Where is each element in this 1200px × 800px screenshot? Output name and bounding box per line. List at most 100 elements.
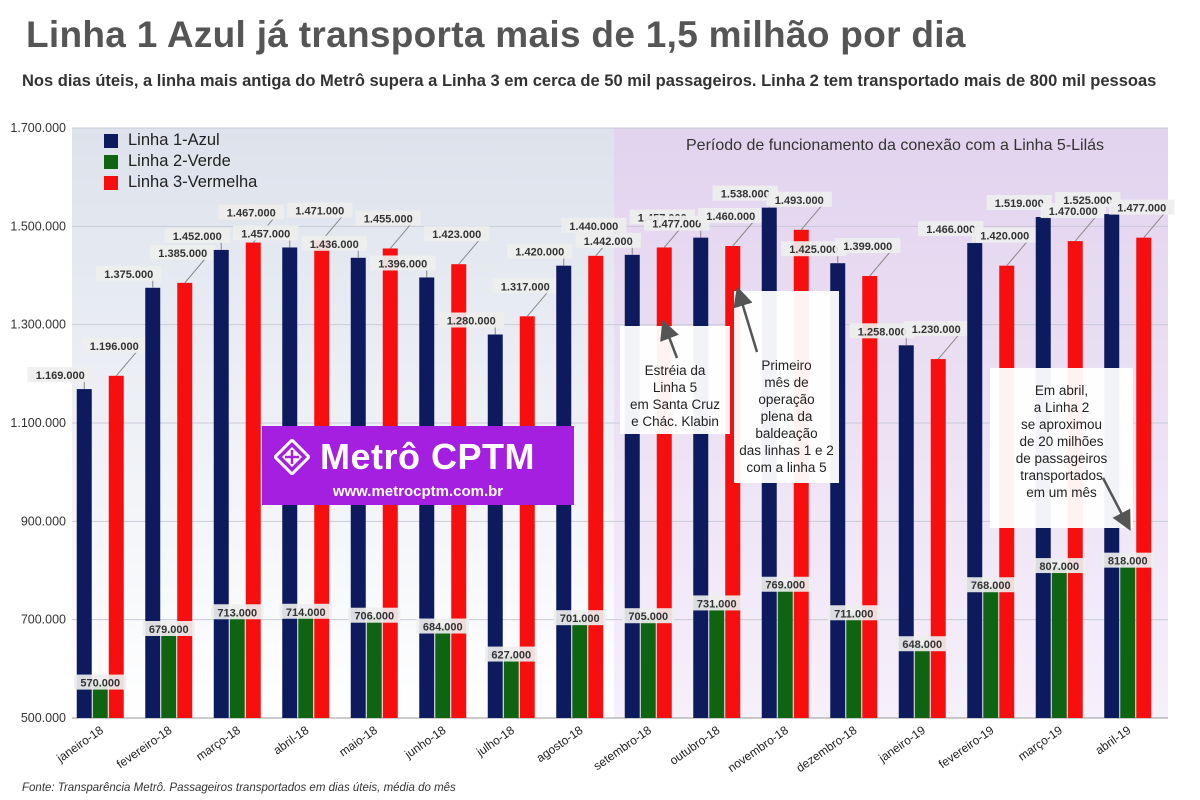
data-label-linha1: 1.425.000 [789, 244, 838, 256]
data-label-linha1-bg [849, 323, 915, 339]
data-label-linha2: 648.000 [902, 639, 942, 651]
data-label-linha1: 1.420.000 [515, 247, 564, 259]
data-label-linha2-bg [348, 607, 401, 623]
logo-name: Metrô CPTM [320, 436, 535, 477]
legend-item-linha2: Linha 2-Verde [104, 151, 257, 172]
data-label-linha1-bg [575, 232, 641, 248]
data-label-linha2: 706.000 [354, 611, 394, 623]
data-label-linha2-bg [1101, 552, 1154, 568]
leader-line [1074, 214, 1098, 242]
bar-linha2 [777, 585, 793, 718]
x-tick-label: agosto-18 [534, 723, 586, 765]
legend-item-linha1: Linha 1-Azul [104, 130, 257, 151]
data-label-linha2-bg [279, 603, 332, 619]
bar-linha2 [366, 616, 382, 718]
data-label-linha1: 1.457.000 [241, 228, 290, 240]
x-tick-label: dezembro-18 [794, 723, 860, 775]
callout-line: plena da [760, 409, 813, 424]
callout-abril: Em abril, a Linha 2 se aproximou de 20 m… [990, 368, 1133, 528]
bar-linha2 [572, 619, 588, 718]
chart-subtitle: Nos dias úteis, a linha mais antiga do M… [22, 72, 1157, 90]
x-tick-label: fevereiro-18 [114, 723, 175, 771]
data-label-linha1: 1.519.000 [995, 198, 1044, 210]
bar-linha2 [161, 629, 177, 718]
bar-linha2 [298, 612, 314, 718]
data-label-linha2-bg [622, 608, 675, 624]
y-tick-label: 1.500.000 [10, 219, 66, 233]
data-label-linha3: 1.440.000 [569, 221, 618, 233]
callout-line: baldeação [755, 426, 818, 441]
data-label-linha2: 713.000 [217, 607, 257, 619]
callout-line: Primeiro [761, 358, 812, 373]
data-label-linha1: 1.258.000 [858, 326, 907, 338]
data-label-linha2-bg [1033, 558, 1086, 574]
data-label-linha3: 1.196.000 [90, 341, 139, 353]
x-tick-label: setembro-18 [591, 723, 654, 773]
leader-line [389, 222, 413, 249]
data-label-linha3-bg [561, 217, 627, 233]
data-label-linha2: 570.000 [80, 678, 120, 690]
leader-line [458, 237, 482, 265]
data-label-linha2-bg [553, 610, 606, 626]
data-label-linha3-bg [1109, 199, 1175, 215]
bar-linha1 [898, 345, 914, 718]
data-label-linha3: 1.399.000 [843, 241, 892, 253]
y-tick-label: 900.000 [21, 514, 66, 528]
callout-line: operação [758, 392, 815, 407]
legend-item-linha3: Linha 3-Vermelha [104, 172, 257, 193]
data-label-linha1-bg [986, 194, 1052, 210]
data-label-linha1: 1.525.000 [1063, 195, 1112, 207]
data-label-linha2: 769.000 [765, 580, 805, 592]
bar-linha2 [709, 604, 725, 718]
data-label-linha1-bg [644, 215, 710, 231]
data-label-linha2: 684.000 [423, 622, 463, 634]
data-label-linha3-bg [492, 278, 558, 294]
legend-label-linha1: Linha 1-Azul [128, 131, 220, 149]
leader-line [800, 203, 824, 231]
data-label-linha3: 1.317.000 [501, 281, 550, 293]
data-label-linha2-bg [74, 674, 127, 690]
leader-line [1143, 211, 1167, 238]
data-label-linha3-bg [835, 237, 901, 253]
callout-line: de passageiros [1015, 451, 1108, 466]
callout-line: transportados [1020, 468, 1103, 483]
data-label-linha3-bg [218, 204, 284, 220]
bar-linha1 [76, 389, 92, 718]
legend-label-linha2: Linha 2-Verde [128, 152, 231, 170]
data-label-linha3: 1.471.000 [295, 206, 344, 218]
data-label-linha2: 701.000 [560, 613, 600, 625]
bar-linha2 [503, 655, 519, 718]
data-label-linha2-bg [485, 646, 538, 662]
data-label-linha1: 1.169.000 [36, 370, 85, 382]
data-label-linha3: 1.470.000 [1049, 206, 1098, 218]
callout-line: com a linha 5 [746, 460, 827, 475]
data-label-linha1-bg [781, 241, 847, 257]
chart-title: Linha 1 Azul já transporta mais de 1,5 m… [26, 14, 966, 55]
x-tick-label: abril-18 [271, 723, 312, 758]
leader-line [1006, 239, 1030, 266]
data-label-linha2-bg [759, 576, 812, 592]
x-tick-label: janeiro-18 [53, 723, 106, 766]
y-tick-label: 700.000 [21, 613, 66, 627]
data-label-linha1-bg [233, 225, 299, 241]
data-label-linha3-bg [903, 321, 969, 337]
x-tick-label: novembro-18 [725, 723, 791, 775]
bar-linha3 [245, 242, 261, 718]
bar-linha3 [588, 255, 604, 719]
bar-linha1 [693, 237, 709, 718]
callout-line: de 20 milhões [1019, 434, 1104, 449]
data-label-linha2: 679.000 [149, 624, 189, 636]
data-label-linha3: 1.455.000 [364, 213, 413, 225]
x-tick-label: janeiro-19 [875, 723, 928, 766]
bar-linha2 [435, 627, 451, 718]
data-label-linha3: 1.385.000 [158, 248, 207, 260]
data-label-linha3: 1.477.000 [1117, 203, 1166, 215]
data-label-linha1: 1.538.000 [721, 189, 770, 201]
data-label-linha1: 1.477.000 [652, 219, 701, 231]
data-label-linha1: 1.442.000 [584, 236, 633, 248]
leader-line [526, 289, 550, 317]
data-label-linha3: 1.467.000 [227, 208, 276, 220]
data-label-linha1-bg [438, 312, 504, 328]
bar-linha2 [983, 586, 999, 718]
x-tick-label: maio-18 [336, 723, 380, 760]
